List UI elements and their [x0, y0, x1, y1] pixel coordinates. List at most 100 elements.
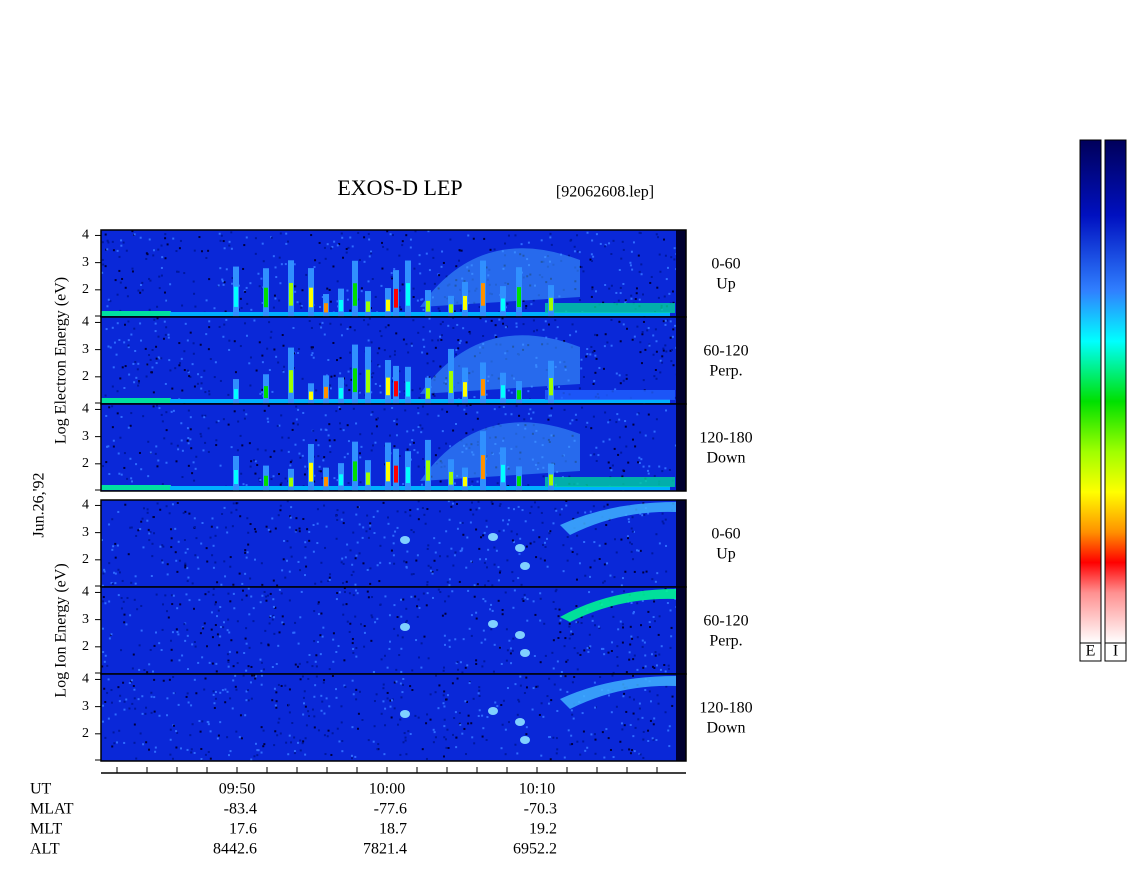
speckle	[586, 421, 589, 424]
speckle	[536, 329, 539, 332]
speckle	[236, 620, 239, 623]
speckle	[472, 513, 475, 516]
y-tick-label: 2	[82, 282, 89, 297]
speckle	[418, 396, 421, 399]
speckle	[184, 510, 187, 513]
speckle	[674, 444, 677, 447]
speckle	[428, 269, 431, 272]
speckle	[304, 465, 307, 468]
speckle	[453, 482, 456, 485]
speckle	[485, 566, 488, 569]
speckle	[223, 247, 226, 250]
speckle	[594, 290, 597, 293]
speckle	[229, 600, 232, 603]
speckle	[398, 254, 401, 257]
speckle	[590, 345, 593, 348]
speckle	[543, 541, 546, 544]
speckle	[351, 726, 354, 729]
speckle	[190, 751, 193, 754]
speckle	[568, 622, 571, 625]
speckle	[314, 582, 317, 585]
speckle	[498, 530, 501, 533]
speckle	[383, 536, 386, 539]
speckle	[206, 560, 209, 563]
speckle	[227, 592, 230, 595]
speckle	[361, 536, 364, 539]
speckle	[179, 239, 182, 242]
speckle	[611, 674, 614, 677]
speckle	[299, 302, 302, 305]
speckle	[367, 323, 370, 326]
speckle	[166, 573, 169, 576]
speckle	[594, 528, 597, 531]
speckle	[670, 360, 673, 363]
speckle	[495, 335, 498, 338]
low-energy-band	[101, 398, 171, 403]
speckle	[440, 265, 443, 268]
speckle	[257, 749, 260, 752]
speckle	[371, 277, 374, 280]
speckle	[652, 723, 655, 726]
speckle	[195, 537, 198, 540]
speckle	[410, 344, 413, 347]
speckle	[307, 710, 310, 713]
speckle	[641, 331, 644, 334]
speckle	[245, 556, 248, 559]
speckle	[616, 413, 619, 416]
speckle	[634, 298, 637, 301]
speckle	[228, 339, 231, 342]
speckle	[551, 651, 554, 654]
speckle	[170, 648, 173, 651]
speckle	[426, 592, 429, 595]
speckle	[518, 553, 521, 556]
speckle	[622, 469, 625, 472]
speckle	[420, 431, 423, 434]
speckle	[429, 693, 432, 696]
speckle	[529, 512, 532, 515]
speckle	[328, 578, 331, 581]
speckle	[345, 384, 348, 387]
speckle	[514, 234, 517, 237]
speckle	[647, 610, 650, 613]
speckle	[152, 391, 155, 394]
speckle	[448, 518, 451, 521]
burst	[289, 370, 293, 393]
speckle	[638, 456, 641, 459]
speckle	[335, 537, 338, 540]
speckle	[103, 568, 106, 571]
speckle	[346, 289, 349, 292]
speckle	[490, 603, 493, 606]
speckle	[258, 477, 261, 480]
speckle	[193, 751, 196, 754]
speckle	[228, 650, 231, 653]
speckle	[610, 650, 613, 653]
speckle	[652, 334, 655, 337]
speckle	[609, 418, 612, 421]
speckle	[133, 233, 136, 236]
speckle	[166, 610, 169, 613]
speckle	[465, 566, 468, 569]
speckle	[663, 295, 666, 298]
speckle	[288, 570, 291, 573]
speckle	[279, 483, 282, 486]
ion-blob	[515, 718, 525, 726]
speckle	[456, 323, 459, 326]
speckle	[493, 248, 496, 251]
burst	[549, 297, 553, 311]
speckle	[106, 445, 109, 448]
speckle	[321, 321, 324, 324]
speckle	[567, 729, 570, 732]
speckle	[629, 723, 632, 726]
speckle	[139, 291, 142, 294]
speckle	[498, 504, 501, 507]
speckle	[289, 464, 292, 467]
speckle	[272, 605, 275, 608]
speckle	[254, 742, 257, 745]
speckle	[552, 522, 555, 525]
speckle	[473, 742, 476, 745]
speckle	[144, 712, 147, 715]
speckle	[438, 447, 441, 450]
burst	[353, 461, 357, 482]
speckle	[259, 658, 262, 661]
speckle	[485, 739, 488, 742]
